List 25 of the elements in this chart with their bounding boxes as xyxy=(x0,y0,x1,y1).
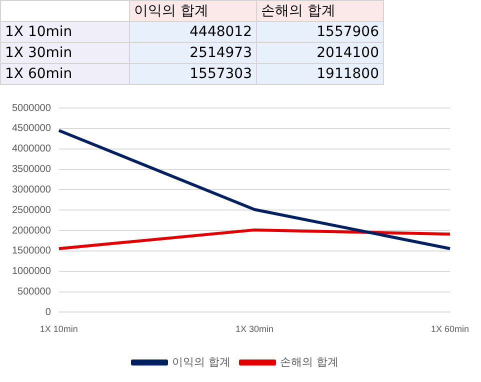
y-tick-label: 0 xyxy=(45,306,52,318)
legend-label: 이익의 합계 xyxy=(172,355,231,368)
y-tick-label: 3000000 xyxy=(12,184,52,196)
y-tick-label: 4500000 xyxy=(12,123,52,134)
data-label: 1911800 xyxy=(256,64,384,84)
y-tick-label: 5000000 xyxy=(12,102,52,114)
data-label: 1557303 xyxy=(130,64,256,84)
legend-label: 손해의 합계 xyxy=(280,355,338,368)
data-label: 1557906 xyxy=(256,22,384,42)
row-header-cell: 1X 10min xyxy=(0,22,130,42)
row-header-cell: 1X 30min xyxy=(0,42,130,64)
data-label: 2014100 xyxy=(256,42,384,64)
x-tick-label: 1X 60min xyxy=(430,324,470,334)
data-label: 4448012 xyxy=(130,22,256,42)
y-tick-label: 2000000 xyxy=(12,225,52,236)
row-header-cell: 1X 60min xyxy=(0,64,130,84)
y-tick-label: 1000000 xyxy=(12,266,52,278)
x-tick-label: 1X 10min xyxy=(40,324,78,334)
y-tick-label: 4000000 xyxy=(12,144,52,155)
y-tick-label: 2500000 xyxy=(12,204,52,216)
x-tick-label: 1X 30min xyxy=(235,324,274,334)
y-tick-label: 500000 xyxy=(18,286,52,298)
y-tick-label: 3500000 xyxy=(12,164,52,176)
y-tick-label: 1500000 xyxy=(12,246,52,257)
data-label: 2514973 xyxy=(130,42,256,64)
